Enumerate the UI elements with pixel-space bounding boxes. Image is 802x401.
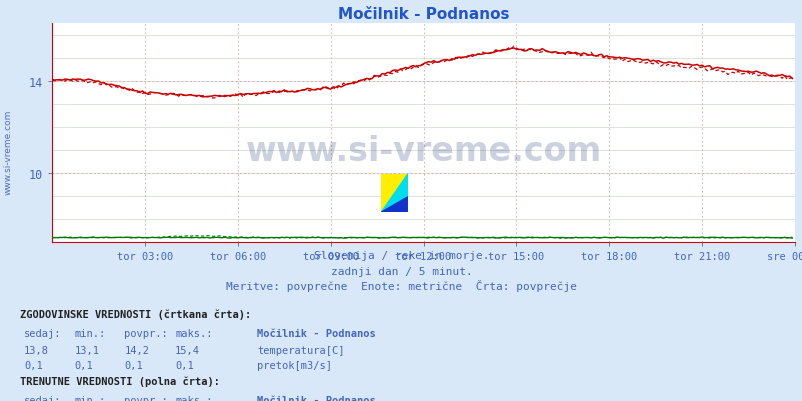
Title: Močilnik - Podnanos: Močilnik - Podnanos	[338, 6, 508, 22]
Text: Močilnik - Podnanos: Močilnik - Podnanos	[257, 328, 375, 338]
Text: sedaj:: sedaj:	[24, 395, 62, 401]
Text: www.si-vreme.com: www.si-vreme.com	[3, 110, 13, 195]
Polygon shape	[381, 197, 407, 213]
Text: 15,4: 15,4	[175, 345, 200, 355]
Text: maks.:: maks.:	[175, 328, 213, 338]
Text: povpr.:: povpr.:	[124, 328, 168, 338]
Text: TRENUTNE VREDNOSTI (polna črta):: TRENUTNE VREDNOSTI (polna črta):	[20, 376, 220, 386]
Text: temperatura[C]: temperatura[C]	[257, 345, 344, 355]
Text: 0,1: 0,1	[175, 360, 193, 370]
Text: povpr.:: povpr.:	[124, 395, 168, 401]
Text: Močilnik - Podnanos: Močilnik - Podnanos	[257, 395, 375, 401]
Text: 0,1: 0,1	[124, 360, 143, 370]
Text: Meritve: povprečne  Enote: metrične  Črta: povprečje: Meritve: povprečne Enote: metrične Črta:…	[225, 279, 577, 291]
Text: 0,1: 0,1	[75, 360, 93, 370]
Text: 14,2: 14,2	[124, 345, 149, 355]
Polygon shape	[381, 174, 407, 213]
Text: maks.:: maks.:	[175, 395, 213, 401]
Text: sedaj:: sedaj:	[24, 328, 62, 338]
Text: ZGODOVINSKE VREDNOSTI (črtkana črta):: ZGODOVINSKE VREDNOSTI (črtkana črta):	[20, 308, 251, 319]
Text: 0,1: 0,1	[24, 360, 43, 370]
Text: min.:: min.:	[75, 395, 106, 401]
Text: pretok[m3/s]: pretok[m3/s]	[257, 360, 331, 370]
Text: www.si-vreme.com: www.si-vreme.com	[245, 134, 601, 167]
Polygon shape	[381, 174, 407, 213]
Text: Slovenija / reke in morje.: Slovenija / reke in morje.	[314, 251, 488, 261]
Text: zadnji dan / 5 minut.: zadnji dan / 5 minut.	[330, 266, 472, 276]
Text: 13,1: 13,1	[75, 345, 99, 355]
Text: min.:: min.:	[75, 328, 106, 338]
Text: 13,8: 13,8	[24, 345, 49, 355]
